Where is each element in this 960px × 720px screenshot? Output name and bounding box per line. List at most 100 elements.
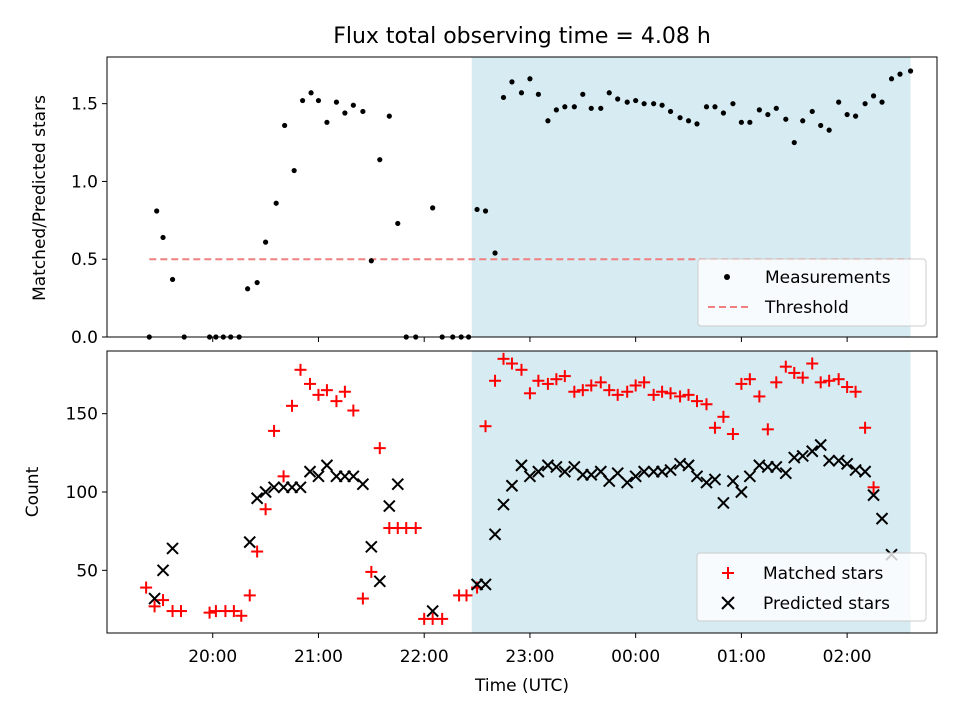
measurement-point	[783, 116, 789, 122]
y-tick-label: 150	[66, 405, 98, 425]
matched-star-marker	[243, 589, 256, 602]
measurement-point	[262, 239, 269, 245]
predicted-star-marker	[611, 466, 624, 480]
matched-star-marker	[806, 357, 819, 370]
measurement-point	[386, 113, 392, 119]
matched-star-marker	[708, 421, 721, 434]
measurement-point	[907, 68, 914, 74]
measurement-point	[659, 102, 665, 108]
measurement-point	[350, 102, 356, 108]
predicted-star-marker	[479, 578, 492, 591]
predicted-star-marker	[708, 473, 722, 486]
predicted-star-marker	[620, 476, 634, 489]
measurement-point	[342, 110, 348, 116]
measurement-point	[852, 113, 859, 119]
x-axis-label: Time (UTC)	[474, 676, 569, 696]
chart-title: Flux total observing time = 4.08 h	[333, 24, 711, 49]
measurement-point	[703, 104, 710, 110]
count-panel: 50 100 150 20:00 21:00 22:00 23:00 00:00 01:00 0…	[23, 350, 938, 696]
matched-star-marker	[621, 385, 634, 398]
predicted-star-marker	[585, 468, 598, 481]
predicted-star-marker	[700, 476, 713, 489]
matched-star-marker	[409, 522, 422, 535]
matched-star-marker	[717, 410, 730, 423]
measurement-point	[571, 104, 577, 110]
predicted-star-marker	[682, 459, 695, 472]
matched-star-marker	[585, 379, 598, 392]
predicted-star-marker	[488, 528, 502, 541]
predicted-star-marker	[426, 604, 439, 618]
predicted-star-marker	[735, 485, 748, 499]
predicted-star-marker	[320, 459, 334, 472]
predicted-star-marker	[822, 454, 836, 467]
measurement-point	[667, 108, 674, 115]
measurement-point	[315, 97, 322, 104]
matched-star-marker	[259, 503, 272, 516]
matched-star-marker	[436, 612, 449, 625]
matched-star-marker	[286, 399, 299, 412]
y-axis-ticks: 50 100 150	[66, 405, 107, 581]
measurement-point	[273, 200, 279, 206]
measurement-point	[765, 111, 771, 118]
matched-star-marker	[779, 360, 792, 373]
measurement-point	[482, 208, 489, 214]
legend-matched-label: Matched stars	[763, 564, 883, 584]
predicted-star-marker	[806, 445, 819, 458]
predicted-star-marker	[497, 498, 510, 511]
predicted-star-marker	[779, 466, 793, 480]
matched-star-marker	[629, 379, 642, 392]
measurement-point	[685, 118, 692, 124]
matched-star-marker	[558, 370, 571, 383]
predicted-star-marker	[259, 485, 272, 499]
matched-star-marker	[796, 371, 809, 384]
measurement-point	[324, 119, 330, 125]
matched-star-marker	[867, 481, 880, 494]
matched-star-marker	[541, 377, 554, 390]
matched-star-marker	[497, 352, 510, 365]
measurement-point	[430, 205, 436, 211]
measurement-point	[500, 94, 507, 101]
predicted-star-marker	[523, 470, 537, 483]
predicted-star-marker	[664, 463, 677, 477]
matched-star-marker	[277, 470, 290, 483]
measurement-point	[598, 105, 604, 111]
y-tick-label: 1.5	[71, 95, 98, 115]
predicted-star-marker	[690, 470, 704, 483]
measurement-point	[694, 121, 700, 127]
matched-star-marker	[505, 357, 518, 370]
matched-star-marker	[304, 377, 317, 390]
predicted-star-marker	[875, 512, 889, 525]
y-axis-ticks: 0.0 0.5 1.0 1.5	[71, 95, 107, 348]
measurement-point	[641, 101, 647, 107]
predicted-star-marker	[365, 540, 378, 554]
predicted-star-marker	[867, 488, 880, 502]
measurement-point	[738, 119, 744, 125]
measurement-point	[562, 104, 568, 110]
matched-star-marker	[859, 421, 872, 434]
matched-star-marker	[235, 609, 248, 622]
measurement-point	[509, 79, 515, 85]
measurement-point	[254, 279, 260, 286]
matched-star-marker	[788, 366, 801, 379]
measurement-point	[588, 105, 594, 111]
legend-threshold-label: Threshold	[764, 298, 849, 318]
predicted-star-marker	[243, 535, 256, 549]
matched-star-marker	[638, 376, 651, 389]
measurement-point	[826, 127, 832, 133]
measurement-point	[633, 97, 639, 104]
measurement-point	[809, 108, 815, 115]
predicted-star-marker	[840, 457, 854, 471]
matched-star-marker	[320, 384, 333, 397]
measurement-point	[879, 99, 885, 105]
predicted-star-marker	[726, 474, 740, 488]
matched-star-marker	[770, 376, 783, 389]
matched-star-marker	[726, 428, 739, 441]
matched-star-marker	[489, 374, 502, 387]
y-tick-label: 0.0	[71, 328, 98, 348]
predicted-star-marker	[505, 479, 519, 492]
predicted-star-marker	[156, 564, 170, 577]
predicted-star-marker	[166, 542, 179, 555]
matched-star-marker	[203, 606, 216, 619]
y-tick-label: 50	[76, 561, 98, 581]
